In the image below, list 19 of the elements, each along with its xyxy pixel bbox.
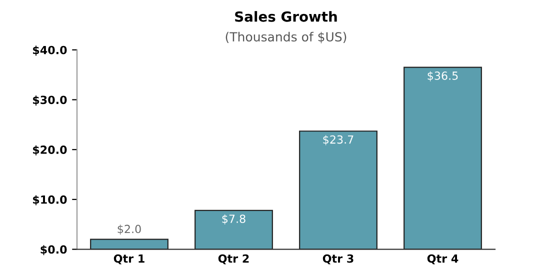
bar [299,130,378,250]
y-tick-label: $40.0 [33,46,67,56]
data-label: $7.8 [222,214,246,224]
x-tick-label: Qtr 3 [322,254,354,264]
data-label: $2.0 [118,224,141,235]
data-label: $23.7 [323,135,354,146]
chart-subtitle: (Thousands of $US) [226,32,346,44]
y-tick-label: $20.0 [33,145,67,156]
y-tick-label: $0.0 [40,245,67,256]
x-tick-label: Qtr 4 [427,254,458,264]
bar [90,238,168,250]
data-label: $36.5 [428,71,458,82]
x-tick-label: Qtr 2 [218,254,249,264]
bar [404,66,482,250]
y-tick-label: $30.0 [33,96,67,106]
bar [194,210,273,250]
x-tick-label: Qtr 1 [114,254,144,264]
chart-title: Sales Growth [235,11,337,22]
y-tick-label: $10.0 [33,195,67,206]
